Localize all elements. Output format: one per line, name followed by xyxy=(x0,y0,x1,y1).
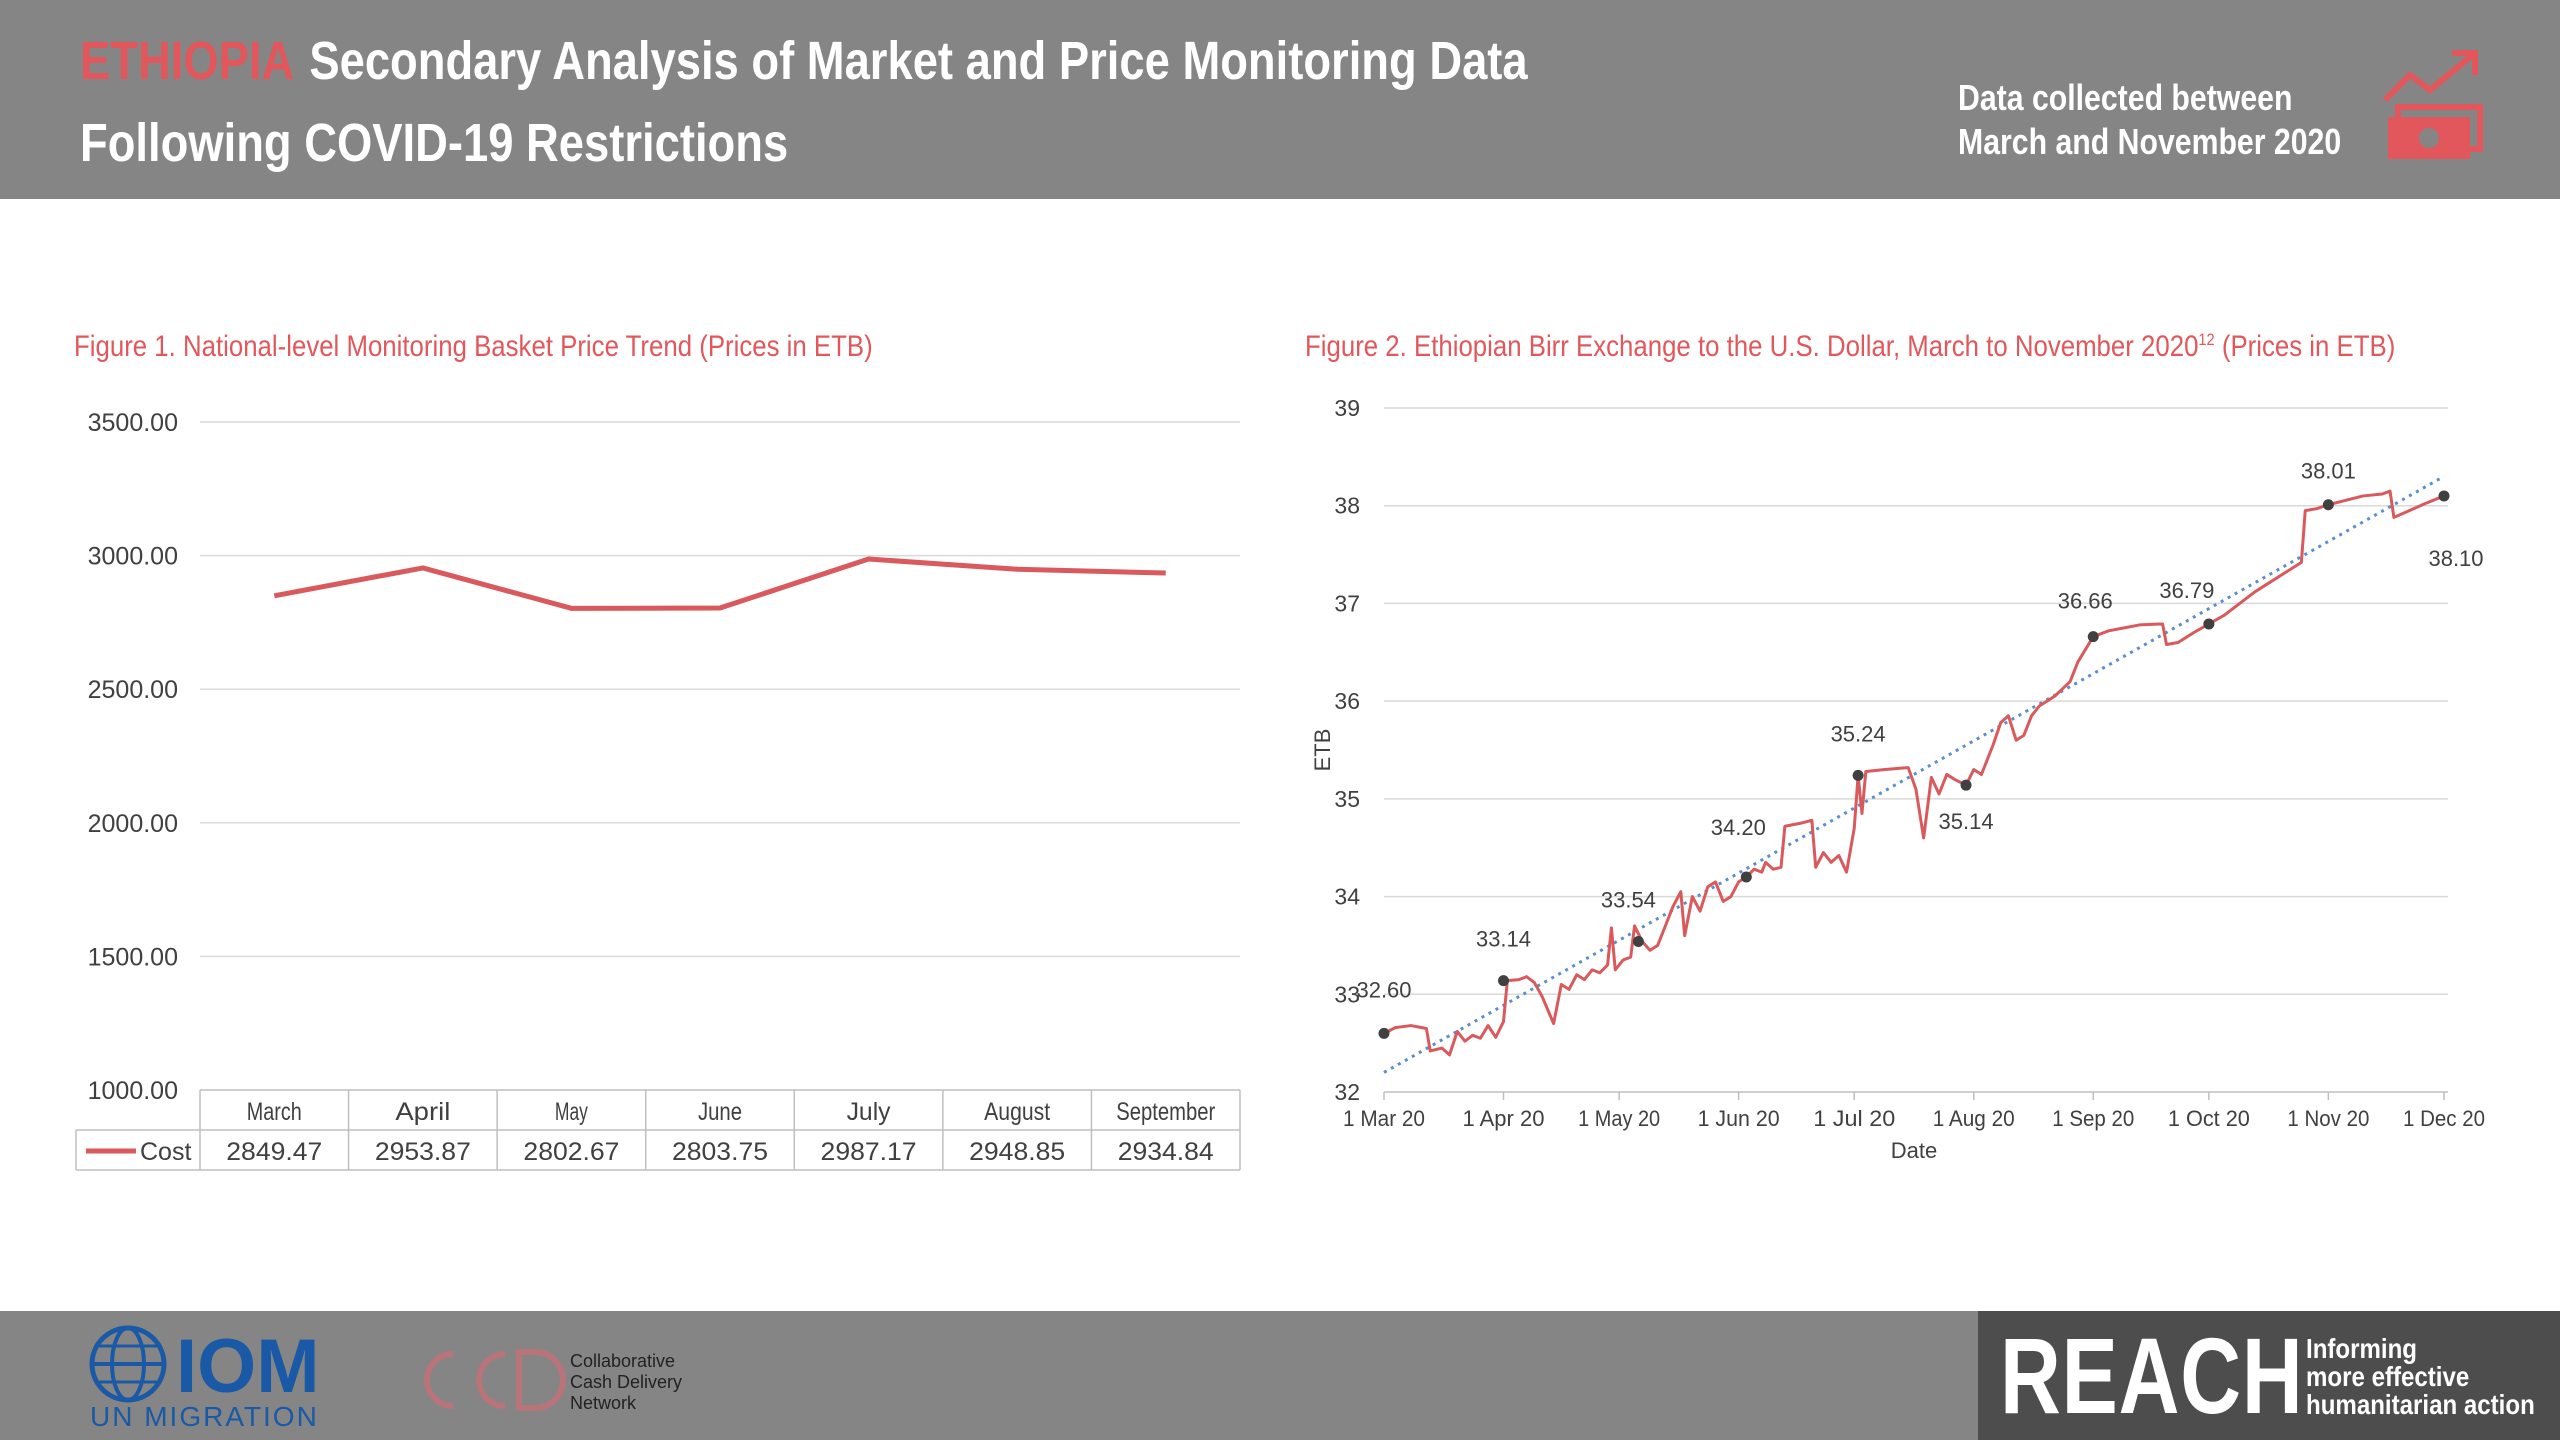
x-category-label: April xyxy=(395,1098,450,1126)
table-cell-value: 2803.75 xyxy=(672,1138,768,1166)
data-point-marker xyxy=(2203,618,2215,630)
data-point-marker xyxy=(1740,871,1752,883)
x-category-label: June xyxy=(698,1098,742,1126)
figure-2-title-suffix: (Prices in ETB) xyxy=(2221,330,2396,363)
ccd-line-2: Cash Delivery xyxy=(570,1372,682,1392)
y-tick-label: 2000.00 xyxy=(88,810,178,838)
data-point-marker xyxy=(1960,779,1972,791)
x-category-label: July xyxy=(847,1098,891,1126)
x-category-label: March xyxy=(247,1098,302,1126)
data-point-marker xyxy=(1632,936,1644,948)
data-label: 38.01 xyxy=(2301,459,2356,484)
data-label: 34.20 xyxy=(1711,815,1766,840)
x-tick-label: 1 Aug 20 xyxy=(1933,1106,2015,1131)
x-tick-label: 1 Jul 20 xyxy=(1813,1106,1895,1131)
title-line-2: Following COVID-19 Restrictions xyxy=(80,113,789,173)
data-label: 36.79 xyxy=(2159,578,2214,603)
price-trend-money-icon xyxy=(2382,50,2483,159)
report-title: ETHIOPIA Secondary Analysis of Market and… xyxy=(80,30,1528,92)
exchange-rate-chart: 32 33 34 35 36 37 38 39 1 Mar 20 1 Apr 20 1 May 20… xyxy=(1310,395,2485,1163)
iom-logo: IOM UN MIGRATION xyxy=(89,1324,320,1432)
figure-1-title: Figure 1. National-level Monitoring Bask… xyxy=(74,330,873,363)
reach-tagline-3: humanitarian action xyxy=(2306,1389,2535,1420)
ccd-line-1: Collaborative xyxy=(570,1351,675,1371)
data-label: 35.24 xyxy=(1831,721,1886,746)
y-axis-title: ETB xyxy=(1310,729,1335,772)
figure-2-title: Figure 2. Ethiopian Birr Exchange to the… xyxy=(1305,330,2395,364)
x-category-label: September xyxy=(1116,1098,1215,1126)
y-tick-label: 38 xyxy=(1334,493,1360,519)
x-category-label: May xyxy=(555,1098,588,1126)
x-tick-label: 1 Dec 20 xyxy=(2403,1106,2485,1131)
x-category-label: August xyxy=(984,1098,1050,1126)
table-cell-value: 2987.17 xyxy=(821,1138,917,1166)
y-tick-label: 39 xyxy=(1334,395,1360,421)
collection-line-2: March and November 2020 xyxy=(1958,121,2342,162)
data-label: 33.14 xyxy=(1476,927,1531,952)
title-line-1: Secondary Analysis of Market and Price M… xyxy=(309,31,1528,91)
y-tick-label: 3500.00 xyxy=(88,409,178,437)
exchange-rate-line xyxy=(1383,489,2445,1057)
data-label: 38.10 xyxy=(2428,546,2483,571)
data-label: 32.60 xyxy=(1356,977,1411,1002)
un-emblem-icon xyxy=(89,1325,167,1403)
y-tick-label: 3000.00 xyxy=(88,543,178,571)
data-point-marker xyxy=(2087,631,2099,643)
iom-name: IOM xyxy=(176,1324,320,1409)
x-tick-label: 1 Mar 20 xyxy=(1343,1106,1425,1131)
x-tick-label: 1 Nov 20 xyxy=(2287,1106,2369,1131)
table-cell-value: 2802.67 xyxy=(523,1138,619,1166)
legend-label: Cost xyxy=(140,1138,191,1166)
y-tick-label: 35 xyxy=(1334,786,1360,812)
data-label: 33.54 xyxy=(1601,888,1656,913)
x-tick-label: 1 May 20 xyxy=(1578,1106,1660,1131)
basket-price-chart: 1000.00 1500.00 2000.00 2500.00 3000.00 3500.… xyxy=(75,409,1241,1171)
y-tick-label: 34 xyxy=(1334,884,1360,910)
series-line-cost xyxy=(273,556,1166,611)
ccd-logo: Collaborative Cash Delivery Network xyxy=(424,1349,682,1413)
ccd-line-3: Network xyxy=(570,1393,637,1413)
y-tick-label: 2500.00 xyxy=(88,676,178,704)
reach-logo: REACH Informing more effective humanitar… xyxy=(1978,1311,2560,1440)
table-cell-value: 2934.84 xyxy=(1118,1138,1214,1166)
figure-2-title-main: Figure 2. Ethiopian Birr Exchange to the… xyxy=(1305,330,2199,363)
x-axis-title: Date xyxy=(1891,1138,1937,1163)
x-tick-label: 1 Oct 20 xyxy=(2168,1106,2250,1131)
data-point-marker xyxy=(1378,1027,1390,1039)
y-tick-label: 1000.00 xyxy=(88,1077,178,1105)
collection-line-1: Data collected between xyxy=(1958,77,2293,118)
header-band: ETHIOPIA Secondary Analysis of Market and… xyxy=(0,0,2560,199)
collection-period: Data collected between March and Novembe… xyxy=(1958,76,2341,164)
data-label: 35.14 xyxy=(1939,809,1994,834)
data-point-marker xyxy=(1852,769,1864,781)
data-label: 36.66 xyxy=(2058,589,2113,614)
x-tick-label: 1 Apr 20 xyxy=(1462,1106,1544,1131)
y-tick-label: 1500.00 xyxy=(88,943,178,971)
trend-line xyxy=(1383,475,2445,1074)
data-point-marker xyxy=(2322,499,2334,511)
table-cell-value: 2953.87 xyxy=(375,1138,471,1166)
x-tick-label: 1 Sep 20 xyxy=(2052,1106,2134,1131)
y-tick-label: 36 xyxy=(1334,688,1360,714)
x-tick-label: 1 Jun 20 xyxy=(1698,1106,1780,1131)
iom-subtitle: UN MIGRATION xyxy=(90,1401,319,1432)
reach-tagline-1: Informing xyxy=(2306,1333,2418,1364)
y-tick-label: 32 xyxy=(1334,1079,1360,1105)
y-tick-label: 37 xyxy=(1334,590,1360,616)
figure-2-footnote-ref: 12 xyxy=(2198,330,2215,349)
reach-tagline: Informing more effective humanitarian ac… xyxy=(2306,1335,2535,1419)
table-cell-value: 2948.85 xyxy=(969,1138,1065,1166)
data-point-marker xyxy=(1497,975,1509,987)
ccd-monogram-icon xyxy=(424,1349,566,1411)
y-tick-label: 33 xyxy=(1334,981,1360,1007)
country-name: ETHIOPIA xyxy=(80,31,295,91)
table-cell-value: 2849.47 xyxy=(226,1138,322,1166)
reach-tagline-2: more effective xyxy=(2306,1361,2470,1392)
data-point-marker xyxy=(2438,490,2450,502)
reach-name: REACH xyxy=(2000,1315,2304,1436)
